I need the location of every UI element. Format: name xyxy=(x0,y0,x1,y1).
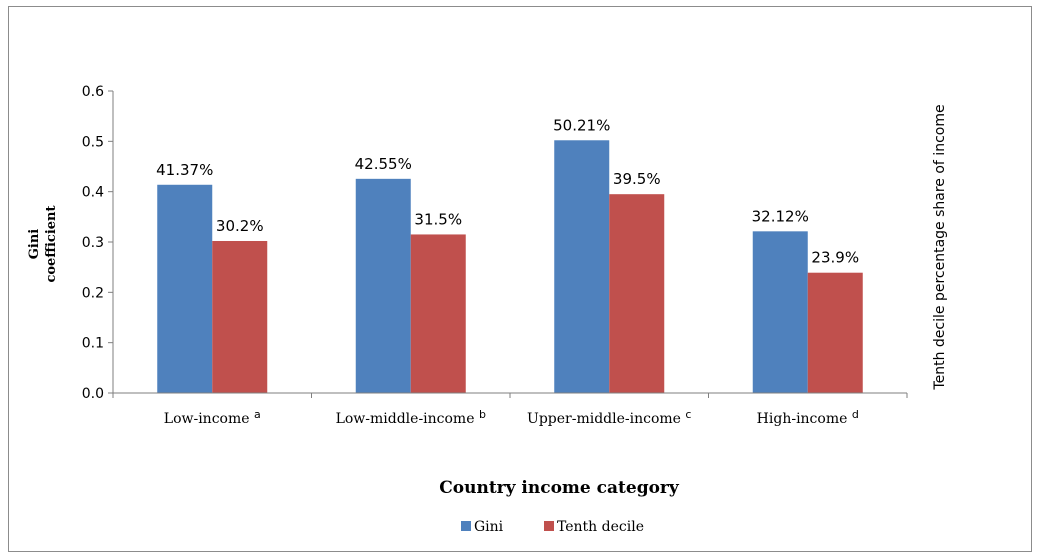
x-tick-label: Low-income a xyxy=(164,408,261,427)
bar-tenth-decile xyxy=(410,234,466,393)
chart-frame: 0.0 0.1 0.2 0.3 0.4 0.5 0.6 41.37% 30.2% 42.55% 3… xyxy=(8,6,1032,552)
legend: Gini Tenth decile xyxy=(461,519,644,535)
data-label: 41.37% xyxy=(156,161,213,179)
data-label: 39.5% xyxy=(613,170,661,188)
y-tick-label: 0.4 xyxy=(82,185,104,201)
chart-canvas: 0.0 0.1 0.2 0.3 0.4 0.5 0.6 41.37% 30.2% 42.55% 3… xyxy=(27,84,948,535)
legend-swatch xyxy=(461,521,471,531)
legend-swatch xyxy=(544,521,554,531)
category-labels-group: Low-income a Low-middle-income b Upper-mid… xyxy=(112,393,908,427)
y-tick-label: 0.6 xyxy=(82,84,104,100)
y-tick-label: 0.5 xyxy=(82,134,104,150)
bar-gini xyxy=(355,178,411,393)
bar-gini xyxy=(554,140,610,393)
bar-tenth-decile xyxy=(212,240,268,393)
data-label: 50.21% xyxy=(553,116,610,134)
x-tick-label: High-income d xyxy=(757,408,859,427)
legend-label: Gini xyxy=(474,519,504,535)
x-tick-label: Low-middle-income b xyxy=(336,408,486,427)
data-label: 42.55% xyxy=(355,155,412,173)
data-labels-group: 41.37% 30.2% 42.55% 31.5% 50.21% 39.5% 32.12% 2… xyxy=(156,116,859,266)
y-tick-label: 0.3 xyxy=(82,235,104,251)
bars-group xyxy=(157,140,863,393)
y-axis-ticks: 0.0 0.1 0.2 0.3 0.4 0.5 0.6 xyxy=(82,84,113,402)
y-tick-label: 0.2 xyxy=(82,285,104,301)
data-label: 23.9% xyxy=(811,249,859,267)
y-tick-label: 0.0 xyxy=(82,386,104,402)
bar-tenth-decile xyxy=(609,194,665,393)
data-label: 32.12% xyxy=(752,207,809,225)
data-label: 30.2% xyxy=(216,217,264,235)
y-axis-label-line2: coefficient xyxy=(44,205,59,282)
y-axis-label-line1: Gini xyxy=(27,229,42,259)
bar-gini xyxy=(157,184,213,393)
x-tick-label: Upper-middle-income c xyxy=(527,408,691,427)
x-axis-label: Country income category xyxy=(439,478,680,498)
data-label: 31.5% xyxy=(414,210,462,228)
secondary-y-axis-label: Tenth decile percentage share of income xyxy=(932,104,948,390)
legend-label: Tenth decile xyxy=(557,519,644,535)
bar-tenth-decile xyxy=(807,272,863,393)
bar-gini xyxy=(752,231,808,393)
y-tick-label: 0.1 xyxy=(82,336,104,352)
